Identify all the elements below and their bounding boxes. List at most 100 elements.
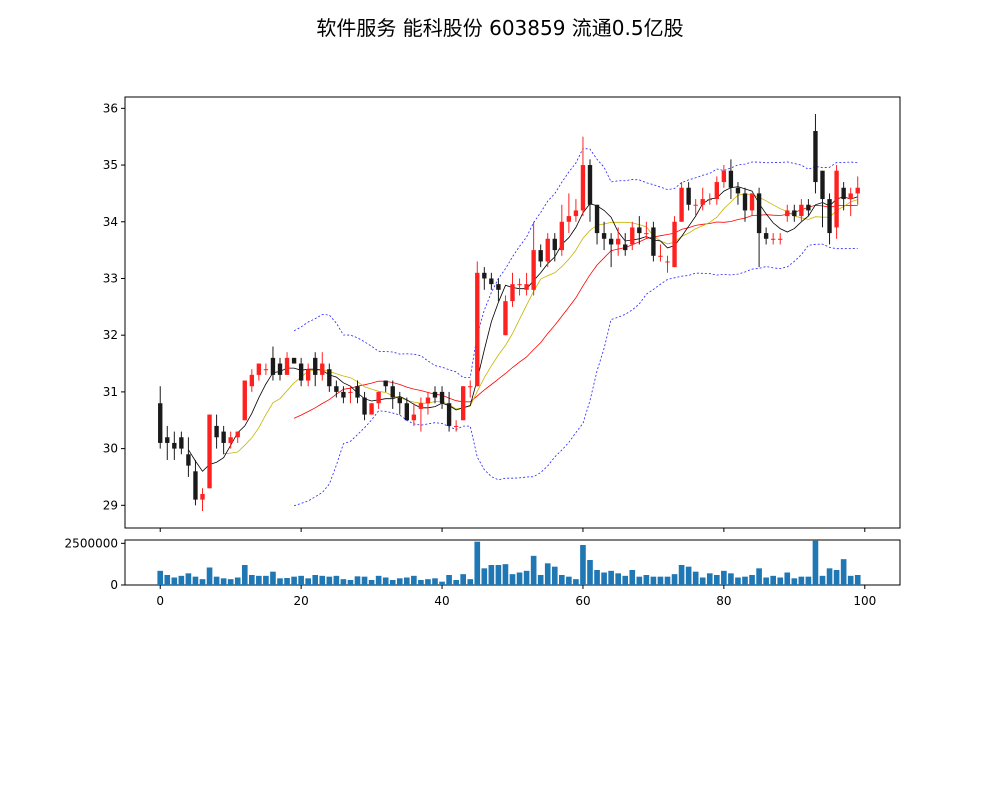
candle-body — [270, 357, 276, 375]
volume-bar — [418, 580, 424, 585]
candle-body — [404, 403, 410, 421]
candle-body — [545, 238, 550, 262]
candle-body — [637, 227, 642, 234]
volume-bar — [425, 579, 431, 585]
candle — [298, 357, 304, 387]
candle — [172, 431, 177, 460]
volume-bar — [770, 575, 776, 585]
candle — [707, 193, 712, 205]
candle-body — [446, 403, 452, 426]
candle-body — [806, 204, 811, 211]
volume-bar — [185, 573, 192, 585]
volume-bar — [784, 572, 791, 585]
x-tick-label: 20 — [293, 594, 308, 608]
candle — [383, 380, 388, 392]
candle-body — [460, 386, 466, 421]
candle-body — [418, 403, 424, 409]
candle — [179, 431, 184, 455]
candle-body — [721, 170, 727, 183]
candle-body — [249, 374, 255, 387]
volume-bar — [326, 576, 333, 585]
candle — [207, 414, 212, 489]
candle — [644, 221, 649, 239]
candle-body — [848, 193, 853, 200]
volume-bar — [361, 576, 368, 585]
candle — [355, 380, 360, 404]
candle — [587, 159, 593, 222]
price-tick-label: 34 — [103, 215, 118, 229]
candle-body — [320, 363, 325, 375]
candle-body — [855, 187, 860, 194]
x-axis: 0 20 40 60 80 100 — [156, 528, 876, 608]
candle-body — [277, 363, 283, 375]
volume-bar — [284, 578, 290, 585]
volume-axis: 0 2500000 — [65, 536, 125, 592]
candle-body — [756, 193, 762, 234]
volume-bar — [840, 559, 847, 585]
volume-bar — [699, 577, 706, 585]
candle — [249, 369, 255, 392]
candle — [545, 233, 550, 268]
candle-body — [580, 165, 586, 211]
candle — [446, 391, 452, 432]
candle — [193, 459, 198, 506]
volume-bar — [551, 566, 558, 585]
price-panel: 29 30 31 32 33 34 35 36 — [103, 96, 901, 529]
volume-bar — [411, 575, 417, 585]
candle-body — [179, 437, 184, 449]
candle — [439, 386, 445, 409]
volume-bar — [249, 575, 255, 585]
candle-body — [573, 210, 579, 217]
volume-bar — [763, 577, 769, 585]
candle — [348, 386, 353, 404]
volume-bar — [446, 575, 452, 585]
candle — [848, 187, 853, 217]
volume-bar — [453, 580, 459, 585]
price-tick-label: 31 — [103, 385, 118, 399]
candle — [778, 233, 783, 245]
candle — [608, 233, 614, 268]
candle — [827, 193, 832, 245]
candle-body — [369, 403, 374, 415]
price-axis: 29 30 31 32 33 34 35 36 — [103, 101, 125, 512]
candle-body — [658, 255, 663, 257]
volume-bar — [742, 576, 748, 585]
volume-bar — [615, 573, 621, 585]
candle-body — [524, 284, 529, 290]
volume-bar — [798, 576, 805, 585]
volume-bar — [622, 575, 629, 585]
candle — [559, 204, 565, 256]
volume-bar — [650, 576, 657, 585]
volume-bar — [432, 578, 438, 585]
candle-body — [552, 238, 557, 251]
candle-body — [221, 431, 226, 443]
candle-body — [334, 386, 339, 392]
candle-body — [672, 221, 677, 268]
volume-bar — [629, 570, 636, 585]
candle-body — [475, 272, 480, 387]
price-plot-frame — [124, 96, 901, 529]
candle — [376, 391, 381, 409]
candle — [813, 114, 818, 194]
candle — [538, 244, 543, 268]
candle-body — [615, 238, 621, 245]
candle — [785, 204, 790, 222]
candle — [404, 397, 410, 421]
volume-bar — [192, 576, 199, 585]
candle — [397, 391, 402, 415]
volume-bar — [389, 580, 396, 585]
candle-body — [644, 233, 649, 235]
candle — [820, 170, 825, 228]
volume-bar — [404, 577, 410, 585]
volume-bar — [495, 565, 502, 585]
volume-bar — [601, 572, 607, 585]
candle — [453, 420, 459, 432]
volume-tick-label: 0 — [110, 578, 118, 592]
candle — [524, 272, 529, 296]
volume-bar — [728, 573, 734, 585]
candle-body — [686, 187, 691, 205]
candle — [552, 233, 557, 262]
volume-bar — [488, 565, 495, 585]
candle — [158, 386, 163, 449]
candle — [799, 199, 804, 222]
